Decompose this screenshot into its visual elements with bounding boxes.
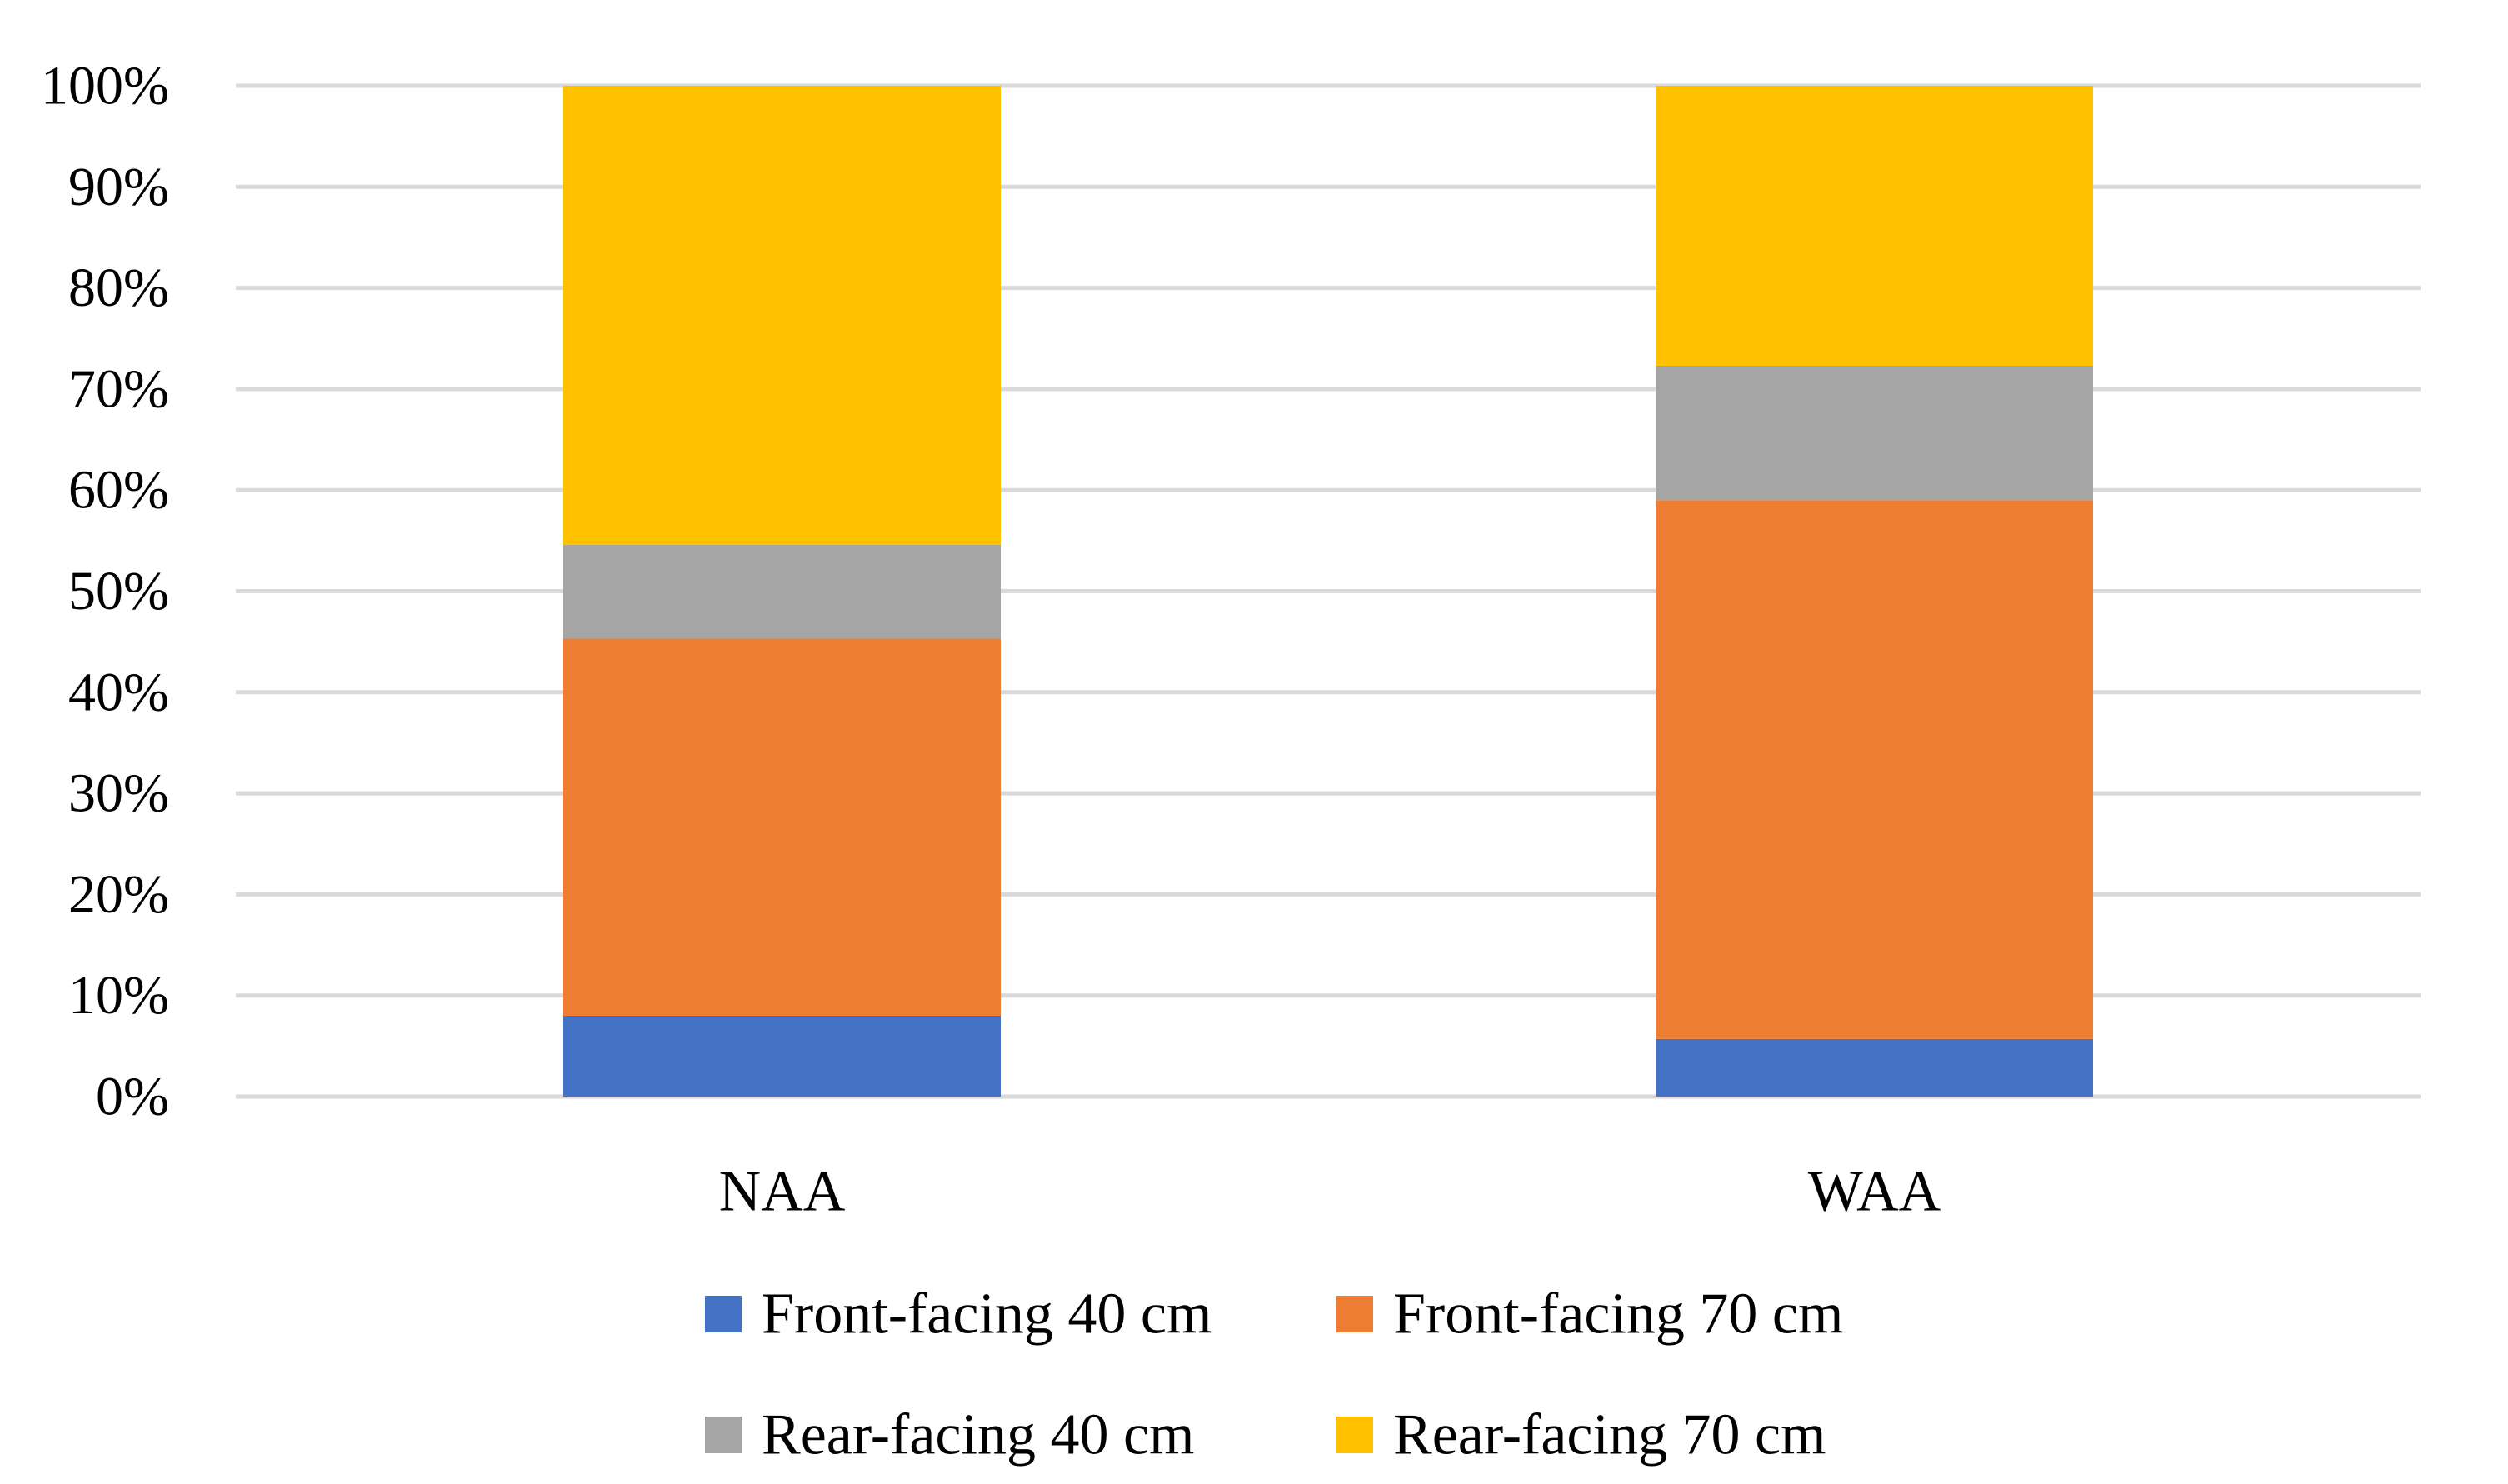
x-category-label: NAA bbox=[719, 1160, 846, 1224]
legend: Front-facing 40 cm Front-facing 70 cm Rear… bbox=[705, 1282, 1843, 1467]
y-tick-label: 10% bbox=[68, 965, 169, 1026]
legend-swatch bbox=[705, 1417, 742, 1453]
y-tick-label: 100% bbox=[41, 56, 169, 117]
y-tick-label: 60% bbox=[68, 460, 169, 521]
legend-swatch bbox=[1336, 1296, 1373, 1332]
y-tick-label: 50% bbox=[68, 561, 169, 622]
bar-segment-waa-2 bbox=[1656, 500, 2093, 1039]
bar-segment-naa-4 bbox=[563, 86, 1001, 545]
bar-segment-waa-4 bbox=[1656, 86, 2093, 367]
y-tick-label: 20% bbox=[68, 864, 169, 925]
y-tick-label: 30% bbox=[68, 763, 169, 824]
y-axis-ticks: 0% 10% 20% 30% 40% 50% 60% 70% 80% 90% 100% bbox=[41, 56, 169, 1127]
y-tick-label: 0% bbox=[96, 1067, 169, 1127]
bar-segment-waa-1 bbox=[1656, 1038, 2093, 1097]
legend-label: Front-facing 70 cm bbox=[1393, 1282, 1843, 1347]
y-tick-label: 80% bbox=[68, 257, 169, 318]
bar-segment-naa-2 bbox=[563, 638, 1001, 1016]
bar-segment-naa-1 bbox=[563, 1015, 1001, 1097]
bar-segment-waa-3 bbox=[1656, 366, 2093, 501]
bar-segment-naa-3 bbox=[563, 544, 1001, 639]
y-tick-label: 70% bbox=[68, 358, 169, 419]
x-category-label: WAA bbox=[1808, 1160, 1941, 1224]
legend-label: Front-facing 40 cm bbox=[762, 1282, 1212, 1347]
bars bbox=[563, 86, 2093, 1097]
legend-swatch bbox=[1336, 1417, 1373, 1453]
legend-swatch bbox=[705, 1296, 742, 1332]
y-tick-label: 90% bbox=[68, 157, 169, 217]
y-tick-label: 40% bbox=[68, 662, 169, 722]
x-axis-categories: NAA WAA bbox=[719, 1160, 1941, 1224]
legend-label: Rear-facing 40 cm bbox=[762, 1403, 1194, 1467]
legend-label: Rear-facing 70 cm bbox=[1393, 1403, 1826, 1467]
